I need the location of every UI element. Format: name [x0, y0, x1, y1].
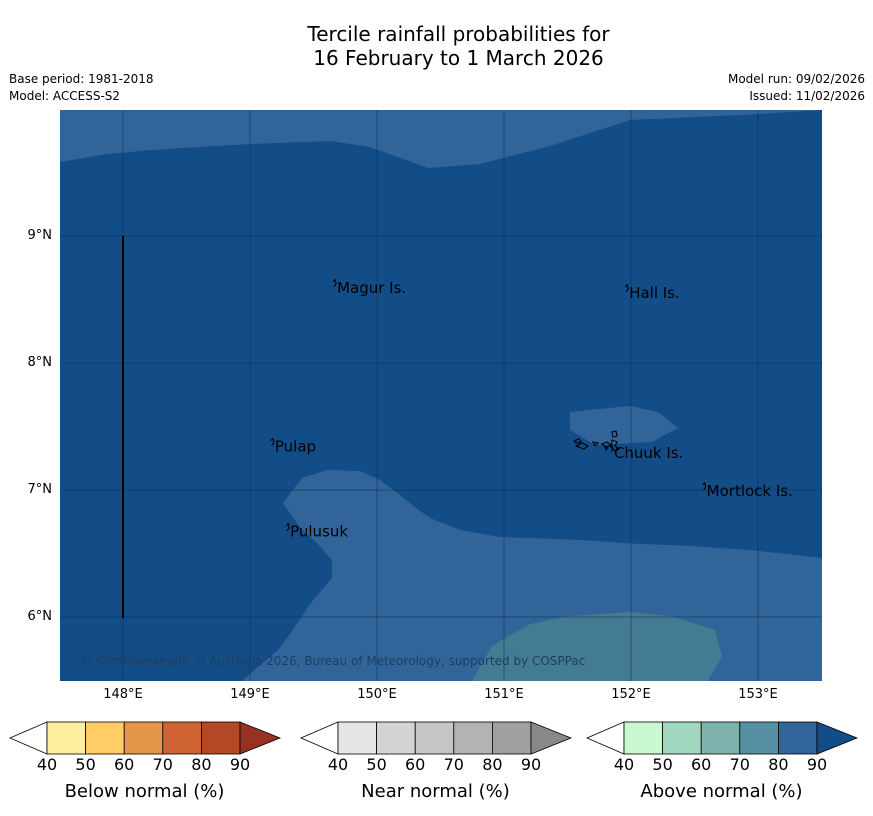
colorbar-tick: 40 [613, 755, 635, 774]
chuuk-lagoon-islands [573, 430, 621, 452]
title-line-1: Tercile rainfall probabilities for [307, 22, 610, 46]
colorbar-under-triangle [300, 721, 339, 755]
island-mark [270, 437, 275, 446]
colorbar-segment [623, 721, 663, 755]
model-name: Model: ACCESS-S2 [9, 89, 121, 103]
latitude-tick-label: 9°N [27, 228, 53, 243]
place-labels: Magur Is. Hall Is. Pulap Chuuk Is. Mortlock … [275, 279, 793, 541]
colorbar-title: Above normal (%) [640, 781, 803, 802]
longitude-tick-label: 153°E [738, 687, 778, 702]
island-mark [624, 283, 629, 293]
latitude-tick-label: 6°N [27, 609, 53, 624]
colorbar-segment [491, 721, 532, 755]
colorbar-segment [85, 721, 125, 755]
colorbar-tick: 90 [520, 755, 542, 774]
colorbar-tick: 50 [652, 755, 673, 774]
colorbar-under-triangle [9, 721, 48, 755]
latitude-tick-label: 7°N [27, 482, 53, 497]
island-marks [270, 278, 707, 531]
place-label: Hall Is. [629, 284, 680, 302]
chart-title: Tercile rainfall probabilities for 16 Fe… [0, 22, 873, 70]
colorbar-segment [662, 721, 702, 755]
longitude-tick-label: 148°E [103, 687, 143, 702]
place-label: Magur Is. [337, 279, 406, 297]
colorbar-tick: 60 [691, 755, 712, 774]
colorbar-tick: 50 [75, 755, 96, 774]
colorbar-segment [700, 721, 741, 755]
probability-70-80-region-chuuk [570, 406, 678, 445]
colorbar-segment [414, 721, 455, 755]
island-mark [285, 522, 290, 531]
colorbar-segment [337, 721, 377, 755]
colorbar-tick: 80 [768, 755, 789, 774]
right-meta: Model run: 09/02/2026 Issued: 11/02/2026 [728, 71, 865, 105]
colorbar-over-triangle [239, 721, 282, 755]
place-label: Pulusuk [290, 523, 348, 541]
colorbar-tick: 70 [152, 755, 173, 774]
colorbar-tick: 80 [482, 755, 503, 774]
place-label: Mortlock Is. [707, 482, 793, 500]
colorbar-segment [739, 721, 779, 755]
colorbar-segment [453, 721, 493, 755]
probability-60-70-region [472, 612, 722, 681]
latitude-tick-label: 8°N [27, 355, 53, 370]
place-label: Pulap [275, 438, 316, 456]
longitude-tick-label: 152°E [611, 687, 651, 702]
copyright-text: © Commonwealth of Australia 2026, Bureau… [80, 654, 585, 668]
longitude-tick-label: 151°E [484, 687, 524, 702]
colorbar-tick: 80 [191, 755, 212, 774]
island-mark [332, 278, 337, 288]
colorbar [9, 721, 282, 755]
colorbar-tick: 50 [366, 755, 387, 774]
colorbar-tick: 90 [806, 755, 828, 774]
issued-date: Issued: 11/02/2026 [749, 89, 865, 103]
colorbar-segment [46, 721, 86, 755]
colorbar-over-triangle [530, 721, 573, 755]
colorbar-tick: 90 [229, 755, 251, 774]
colorbar-tick: 70 [443, 755, 464, 774]
colorbar-segment [200, 721, 241, 755]
colorbar-tick: 60 [405, 755, 426, 774]
island-mark [702, 481, 707, 491]
colorbar [300, 721, 573, 755]
longitude-tick-label: 149°E [230, 687, 270, 702]
left-meta: Base period: 1981-2018 Model: ACCESS-S2 [9, 71, 154, 105]
map-svg[interactable]: Magur Is. Hall Is. Pulap Chuuk Is. Mortlock … [60, 110, 822, 681]
model-run: Model run: 09/02/2026 [727, 72, 865, 86]
map-frame[interactable]: Magur Is. Hall Is. Pulap Chuuk Is. Mortlock … [60, 110, 822, 681]
colorbar-tick: 40 [36, 755, 58, 774]
title-line-2: 16 February to 1 March 2026 [313, 46, 604, 70]
colorbar-segment [777, 721, 818, 755]
colorbar-tick: 40 [327, 755, 349, 774]
colorbar-title: Below normal (%) [64, 781, 225, 802]
colorbar-under-triangle [586, 721, 625, 755]
place-label: Chuuk Is. [614, 444, 683, 462]
colorbar-segment [123, 721, 164, 755]
base-period: Base period: 1981-2018 [9, 72, 154, 86]
colorbar [586, 721, 859, 755]
colorbar-title: Near normal (%) [361, 781, 510, 802]
colorbar-over-triangle [816, 721, 859, 755]
colorbar-segment [162, 721, 202, 755]
longitude-tick-label: 150°E [357, 687, 397, 702]
colorbar-tick: 60 [114, 755, 135, 774]
grid-lines [60, 110, 822, 681]
colorbar-tick: 70 [729, 755, 750, 774]
colorbar-segment [376, 721, 416, 755]
